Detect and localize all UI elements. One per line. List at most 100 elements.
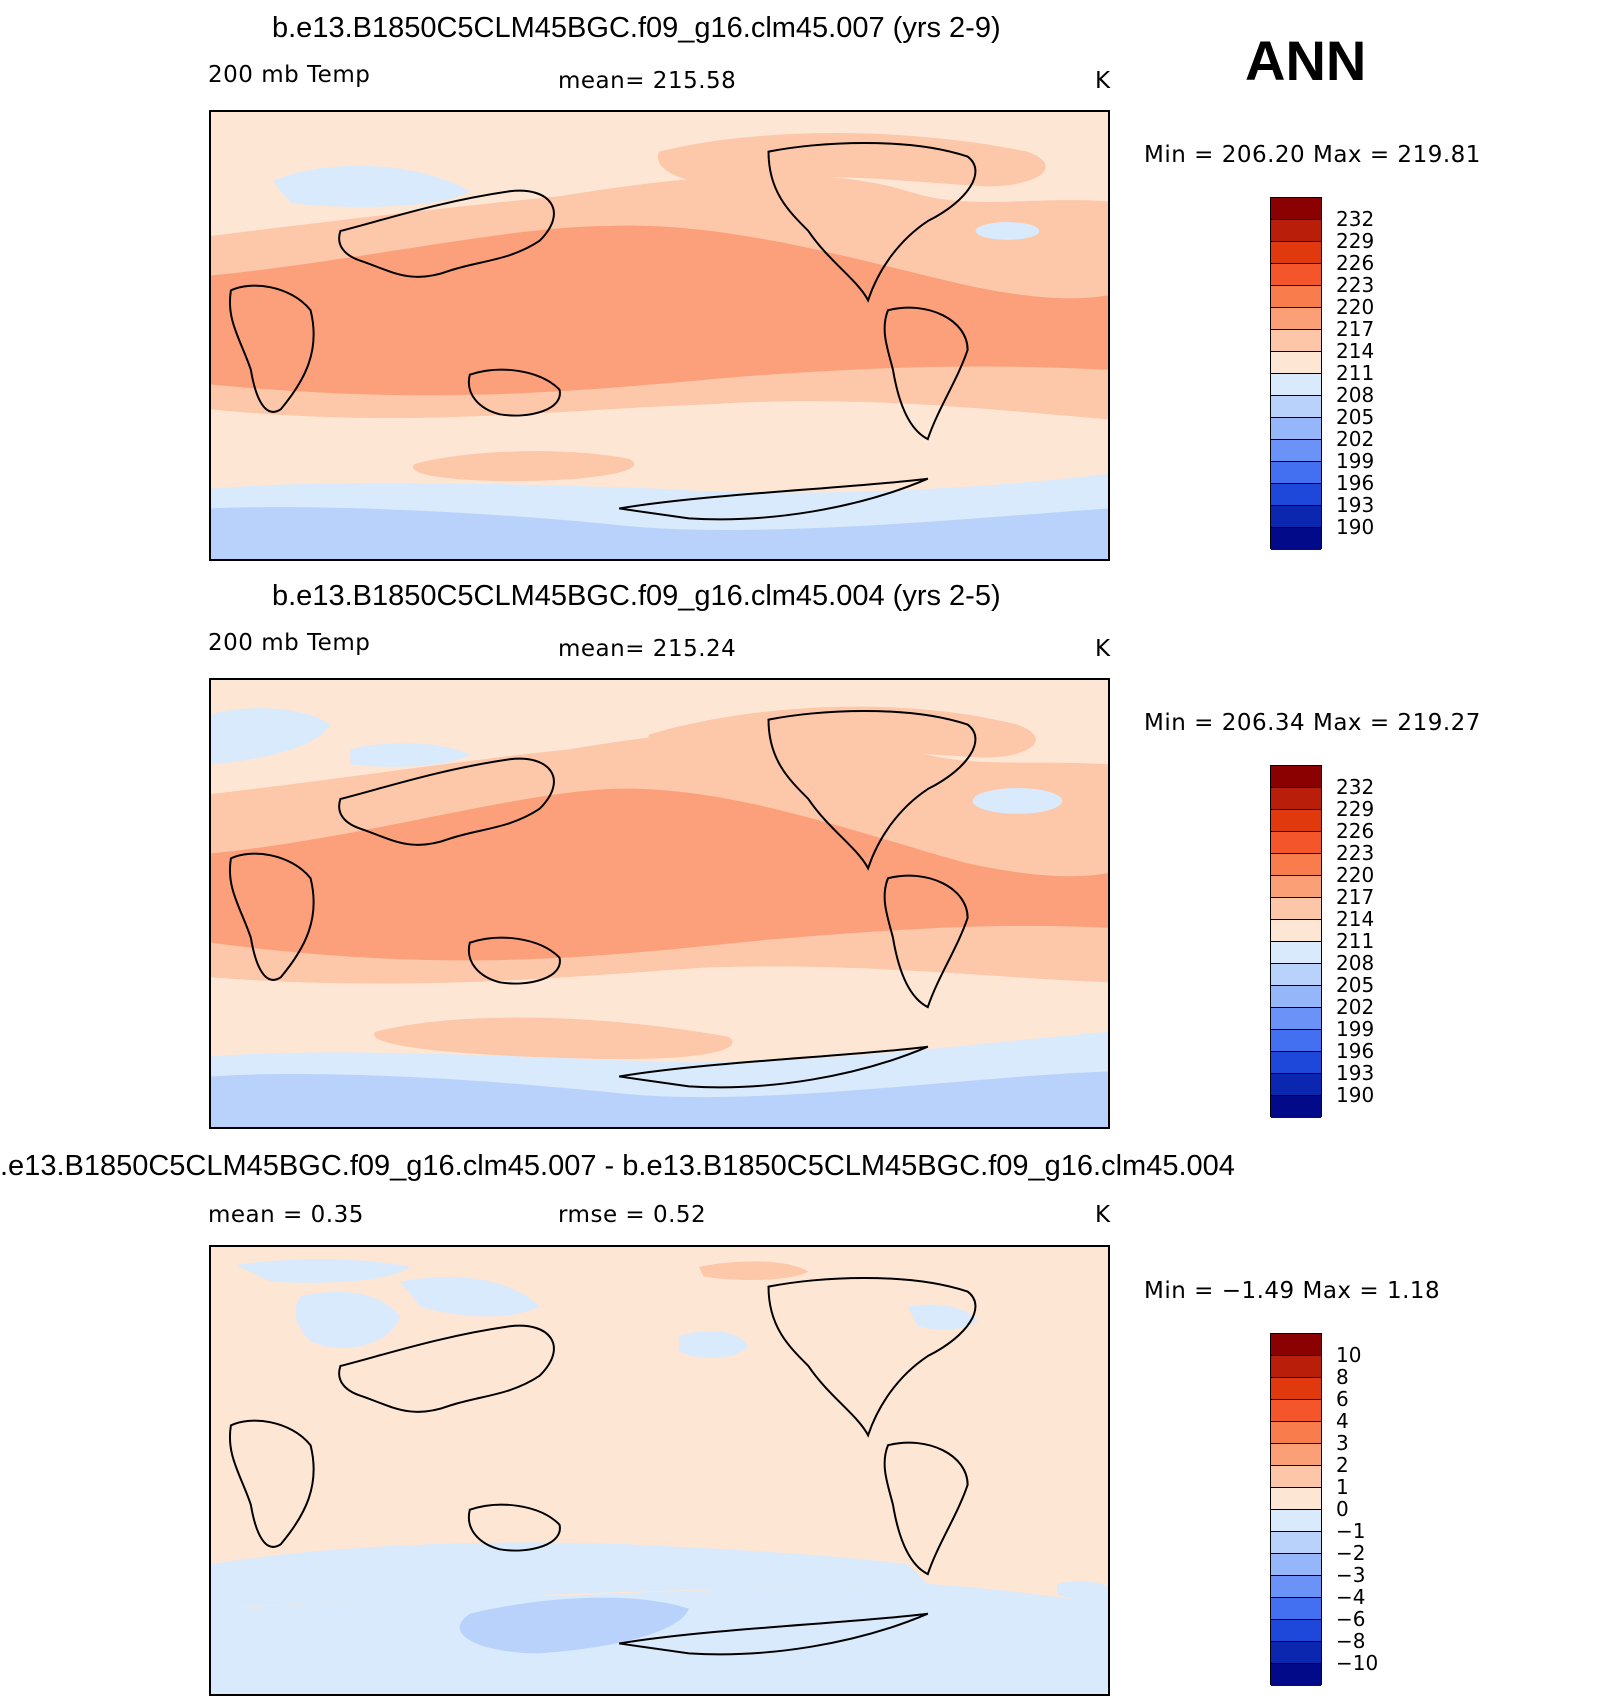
panel3-colorbar-tick-label: 2 [1336, 1453, 1349, 1477]
panel3-colorbar-segment [1271, 1510, 1321, 1532]
panel2-colorbar-segment [1271, 810, 1321, 832]
panel2-colorbar-segment [1271, 986, 1321, 1008]
panel2-colorbar-tick-label: 226 [1336, 819, 1375, 843]
panel3-colorbar-segment [1271, 1334, 1321, 1356]
panel2-colorbar-tick-label: 214 [1336, 907, 1375, 931]
panel3-colorbar-segment [1271, 1576, 1321, 1598]
panel2-minmax: Min = 206.34 Max = 219.27 [1144, 710, 1481, 736]
panel2-colorbar-tick-label: 217 [1336, 885, 1375, 909]
panel2-colorbar-tick-label: 208 [1336, 951, 1375, 975]
panel3-colorbar-segment [1271, 1598, 1321, 1620]
panel2-colorbar-tick-label: 205 [1336, 973, 1375, 997]
panel1-colorbar-segment [1271, 418, 1321, 440]
panel1-colorbar-tick-label: 199 [1336, 449, 1375, 473]
panel2-colorbar-segment [1271, 766, 1321, 788]
panel3-colorbar-tick-label: 3 [1336, 1431, 1349, 1455]
panel3-colorbar-tick-label: 4 [1336, 1409, 1349, 1433]
panel1-colorbar-segment [1271, 484, 1321, 506]
panel3-colorbar-segment [1271, 1488, 1321, 1510]
panel2-units: K [1095, 636, 1111, 662]
panel3-colorbar-segment [1271, 1356, 1321, 1378]
panel2-colorbar-segment [1271, 1052, 1321, 1074]
panel2-colorbar-segment [1271, 898, 1321, 920]
panel3-colorbar-segment [1271, 1466, 1321, 1488]
panel1-colorbar-segment [1271, 374, 1321, 396]
panel1-colorbar-tick-label: 226 [1336, 251, 1375, 275]
panel2-colorbar-tick-label: 199 [1336, 1017, 1375, 1041]
panel1-colorbar-segment [1271, 330, 1321, 352]
panel2-colorbar-tick-label: 190 [1336, 1083, 1375, 1107]
panel1-map [209, 110, 1110, 561]
panel2-variable: 200 mb Temp [208, 630, 371, 656]
panel1-colorbar-segment [1271, 308, 1321, 330]
panel1-colorbar-segment [1271, 506, 1321, 528]
panel1-contour-field [211, 112, 1108, 559]
panel1-colorbar-segment [1271, 352, 1321, 374]
panel1-colorbar-tick-label: 211 [1336, 361, 1375, 385]
panel3-colorbar-tick-label: −10 [1336, 1651, 1379, 1675]
panel1-colorbar-tick-label: 214 [1336, 339, 1375, 363]
panel1-colorbar [1270, 197, 1322, 550]
panel3-colorbar-tick-label: 0 [1336, 1497, 1349, 1521]
panel3-colorbar-tick-label: −3 [1336, 1563, 1366, 1587]
panel3-units: K [1095, 1202, 1111, 1228]
panel1-colorbar-segment [1271, 440, 1321, 462]
panel1-variable: 200 mb Temp [208, 62, 371, 88]
panel2-colorbar-segment [1271, 854, 1321, 876]
panel3-colorbar-tick-label: −6 [1336, 1607, 1366, 1631]
panel2-colorbar-tick-label: 196 [1336, 1039, 1375, 1063]
panel1-colorbar-tick-label: 229 [1336, 229, 1375, 253]
panel1-colorbar-segment [1271, 242, 1321, 264]
panel1-colorbar-segment [1271, 198, 1321, 220]
panel1-colorbar-tick-label: 208 [1336, 383, 1375, 407]
panel1-colorbar-segment [1271, 396, 1321, 418]
panel3-colorbar-segment [1271, 1642, 1321, 1664]
panel1-colorbar-segment [1271, 220, 1321, 242]
panel2-colorbar-tick-label: 193 [1336, 1061, 1375, 1085]
panel2-colorbar-tick-label: 211 [1336, 929, 1375, 953]
panel3-colorbar-segment [1271, 1400, 1321, 1422]
panel3-colorbar-tick-label: −8 [1336, 1629, 1366, 1653]
panel2-colorbar-segment [1271, 964, 1321, 986]
panel2-contour-field [211, 680, 1108, 1127]
panel1-colorbar-tick-label: 196 [1336, 471, 1375, 495]
panel1-title: b.e13.B1850C5CLM45BGC.f09_g16.clm45.007 … [272, 12, 1001, 44]
panel1-colorbar-tick-label: 232 [1336, 207, 1375, 231]
panel3-mean: mean = 0.35 [208, 1202, 364, 1228]
panel2-colorbar-tick-label: 202 [1336, 995, 1375, 1019]
panel2-colorbar-segment [1271, 876, 1321, 898]
panel1-minmax: Min = 206.20 Max = 219.81 [1144, 142, 1481, 168]
panel2-colorbar-tick-label: 229 [1336, 797, 1375, 821]
panel2-map [209, 678, 1110, 1129]
panel3-title: .e13.B1850C5CLM45BGC.f09_g16.clm45.007 -… [0, 1150, 1235, 1182]
panel3-colorbar-tick-label: −4 [1336, 1585, 1366, 1609]
panel2-colorbar-segment [1271, 1030, 1321, 1052]
panel3-colorbar-segment [1271, 1378, 1321, 1400]
panel3-colorbar [1270, 1333, 1322, 1686]
panel2-colorbar-segment [1271, 942, 1321, 964]
panel3-colorbar-tick-label: −2 [1336, 1541, 1366, 1565]
panel3-map [209, 1245, 1110, 1696]
panel2-colorbar-segment [1271, 832, 1321, 854]
panel1-colorbar-tick-label: 205 [1336, 405, 1375, 429]
panel2-colorbar-tick-label: 220 [1336, 863, 1375, 887]
panel1-mean: mean= 215.58 [558, 68, 737, 94]
panel3-colorbar-tick-label: 8 [1336, 1365, 1349, 1389]
panel1-colorbar-tick-label: 223 [1336, 273, 1375, 297]
panel1-units: K [1095, 68, 1111, 94]
panel3-contour-field [211, 1247, 1108, 1694]
panel1-colorbar-tick-label: 220 [1336, 295, 1375, 319]
panel3-colorbar-segment [1271, 1422, 1321, 1444]
panel3-colorbar-tick-label: 1 [1336, 1475, 1349, 1499]
panel1-colorbar-tick-label: 190 [1336, 515, 1375, 539]
panel1-colorbar-segment [1271, 264, 1321, 286]
panel2-mean: mean= 215.24 [558, 636, 737, 662]
panel2-title: b.e13.B1850C5CLM45BGC.f09_g16.clm45.004 … [272, 580, 1001, 612]
panel3-colorbar-tick-label: 10 [1336, 1343, 1362, 1367]
panel3-colorbar-segment [1271, 1444, 1321, 1466]
panel3-rmse: rmse = 0.52 [558, 1202, 707, 1228]
panel2-colorbar-segment [1271, 788, 1321, 810]
panel3-colorbar-tick-label: −1 [1336, 1519, 1366, 1543]
season-label: ANN [1245, 29, 1367, 92]
panel2-colorbar-segment [1271, 1008, 1321, 1030]
